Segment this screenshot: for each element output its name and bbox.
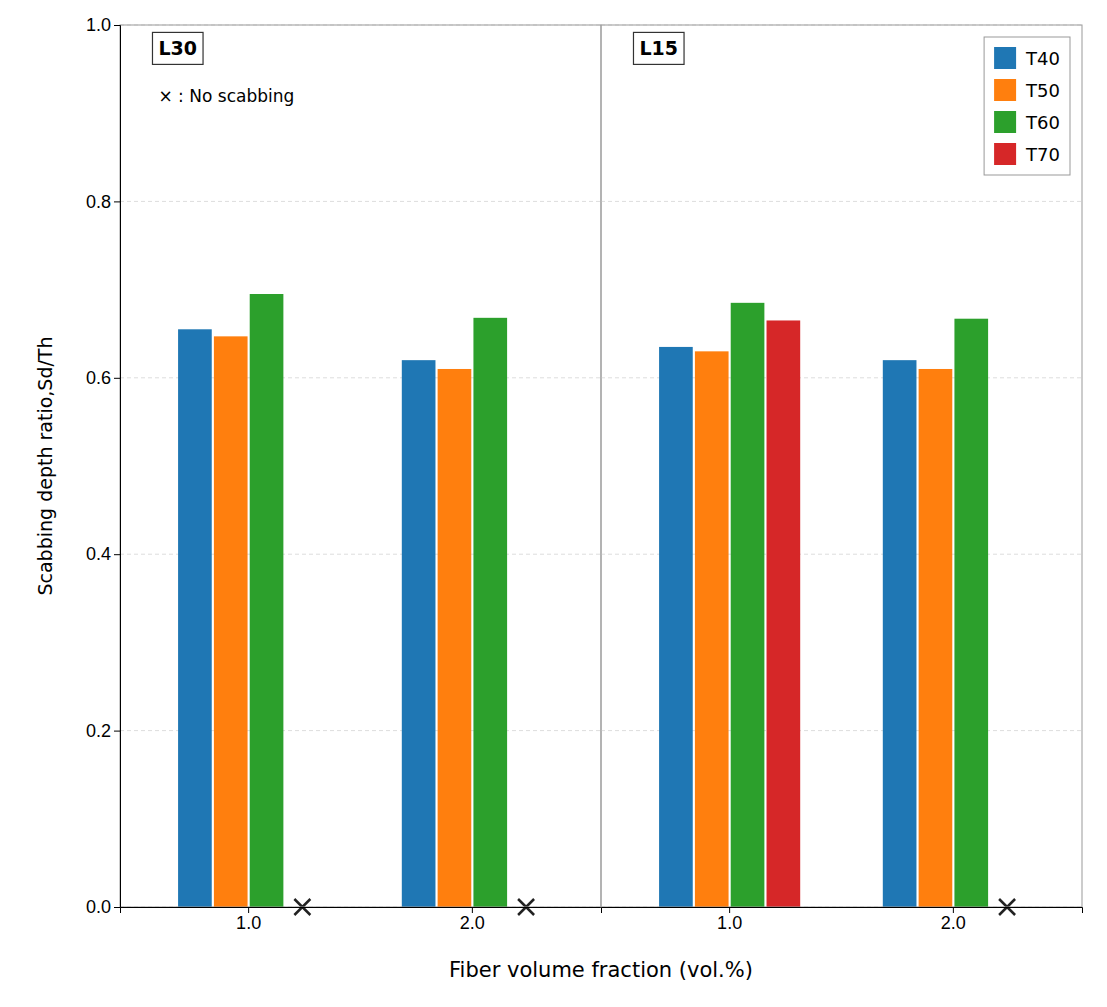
bar (402, 360, 436, 907)
bar (214, 336, 248, 907)
grid-line (120, 201, 601, 202)
bar (659, 347, 693, 907)
x-axis: 1.0 2.0 (602, 907, 1083, 933)
y-tick-label: 0.0 (86, 897, 111, 917)
legend-label: T70 (1025, 144, 1060, 165)
y-tick: 0.8 (86, 192, 120, 212)
y-tick: 0.0 (86, 897, 120, 917)
x-tick: 2.0 (460, 907, 485, 933)
legend-item: T60 (994, 111, 1060, 133)
panel-label-box (633, 32, 684, 64)
y-axis: 0.0 0.2 0.4 0.6 0.8 1.0 (86, 15, 121, 917)
x-tick: 1.0 (717, 907, 742, 933)
legend-box (984, 37, 1070, 175)
y-tick-mark (114, 25, 120, 26)
y-tick: 1.0 (86, 15, 120, 35)
panel-label-box (152, 32, 203, 64)
legend-item: T50 (994, 79, 1060, 101)
legend-label: T60 (1025, 112, 1060, 133)
x-tick-label: 1.0 (236, 913, 261, 933)
y-tick-mark (114, 907, 120, 908)
plot-frame (601, 25, 1082, 907)
y-tick-mark (114, 201, 120, 202)
chart: 1.0 2.0 0.0 0.2 0.4 0.6 0.8 1.0 L30 × : No scabbi… (0, 0, 1107, 1007)
x-axis: 1.0 2.0 (121, 907, 602, 933)
grid-line (601, 201, 1082, 202)
y-tick-label: 0.6 (86, 368, 111, 388)
y-tick: 0.2 (86, 721, 120, 741)
y-tick-mark (114, 378, 120, 379)
panel-label: L15 (633, 32, 684, 64)
plot-frame (120, 25, 601, 907)
bar (178, 329, 212, 907)
x-tick-label: 2.0 (460, 913, 485, 933)
x-axis-line (121, 908, 602, 914)
x-axis-line (602, 908, 1083, 914)
legend-swatch (994, 111, 1016, 133)
bar (954, 319, 988, 907)
y-tick-label: 0.8 (86, 192, 111, 212)
bar (695, 351, 729, 907)
y-tick: 0.6 (86, 368, 120, 388)
legend-swatch (994, 143, 1016, 165)
bar (473, 318, 507, 907)
legend-label: T40 (1025, 48, 1060, 69)
bar (250, 294, 284, 907)
legend-swatch (994, 47, 1016, 69)
bars (659, 303, 988, 907)
panel: 1.0 2.0 0.0 0.2 0.4 0.6 0.8 1.0 L30 × : No scabbi… (86, 15, 602, 933)
panel-label: L30 (152, 32, 203, 64)
y-tick-mark (114, 731, 120, 732)
legend-item: T40 (994, 47, 1060, 69)
legend-items: T40 T50 T60 T70 (994, 47, 1060, 165)
y-tick-label: 0.4 (86, 544, 111, 564)
grid (601, 25, 1082, 907)
legend: T40 T50 T60 T70 (984, 37, 1070, 175)
legend-item: T70 (994, 143, 1060, 165)
bar (731, 303, 765, 907)
x-tick-label: 1.0 (717, 913, 742, 933)
y-tick-mark (114, 554, 120, 555)
panel-label-text: L30 (158, 37, 197, 59)
legend-label: T50 (1025, 80, 1060, 101)
y-axis-title: Scabbing depth ratio,Sd/Th (34, 336, 56, 595)
y-tick-label: 0.2 (86, 721, 111, 741)
bar (438, 369, 472, 907)
bar (883, 360, 917, 907)
y-tick-label: 1.0 (86, 15, 111, 35)
panel-label-text: L15 (639, 37, 678, 59)
x-tick: 2.0 (941, 907, 966, 933)
annotation: × : No scabbing (158, 86, 294, 106)
legend-swatch (994, 79, 1016, 101)
y-axis-line (114, 26, 121, 908)
bar (919, 369, 953, 907)
grid (120, 25, 601, 907)
panel: 1.0 2.0 L15 T40 T50 T60 T70 (601, 25, 1083, 933)
bars (178, 294, 507, 907)
bar (767, 320, 801, 907)
x-axis-title: Fiber volume fraction (vol.%) (449, 958, 753, 982)
x-tick: 1.0 (236, 907, 261, 933)
y-tick: 0.4 (86, 544, 120, 564)
x-tick-label: 2.0 (941, 913, 966, 933)
